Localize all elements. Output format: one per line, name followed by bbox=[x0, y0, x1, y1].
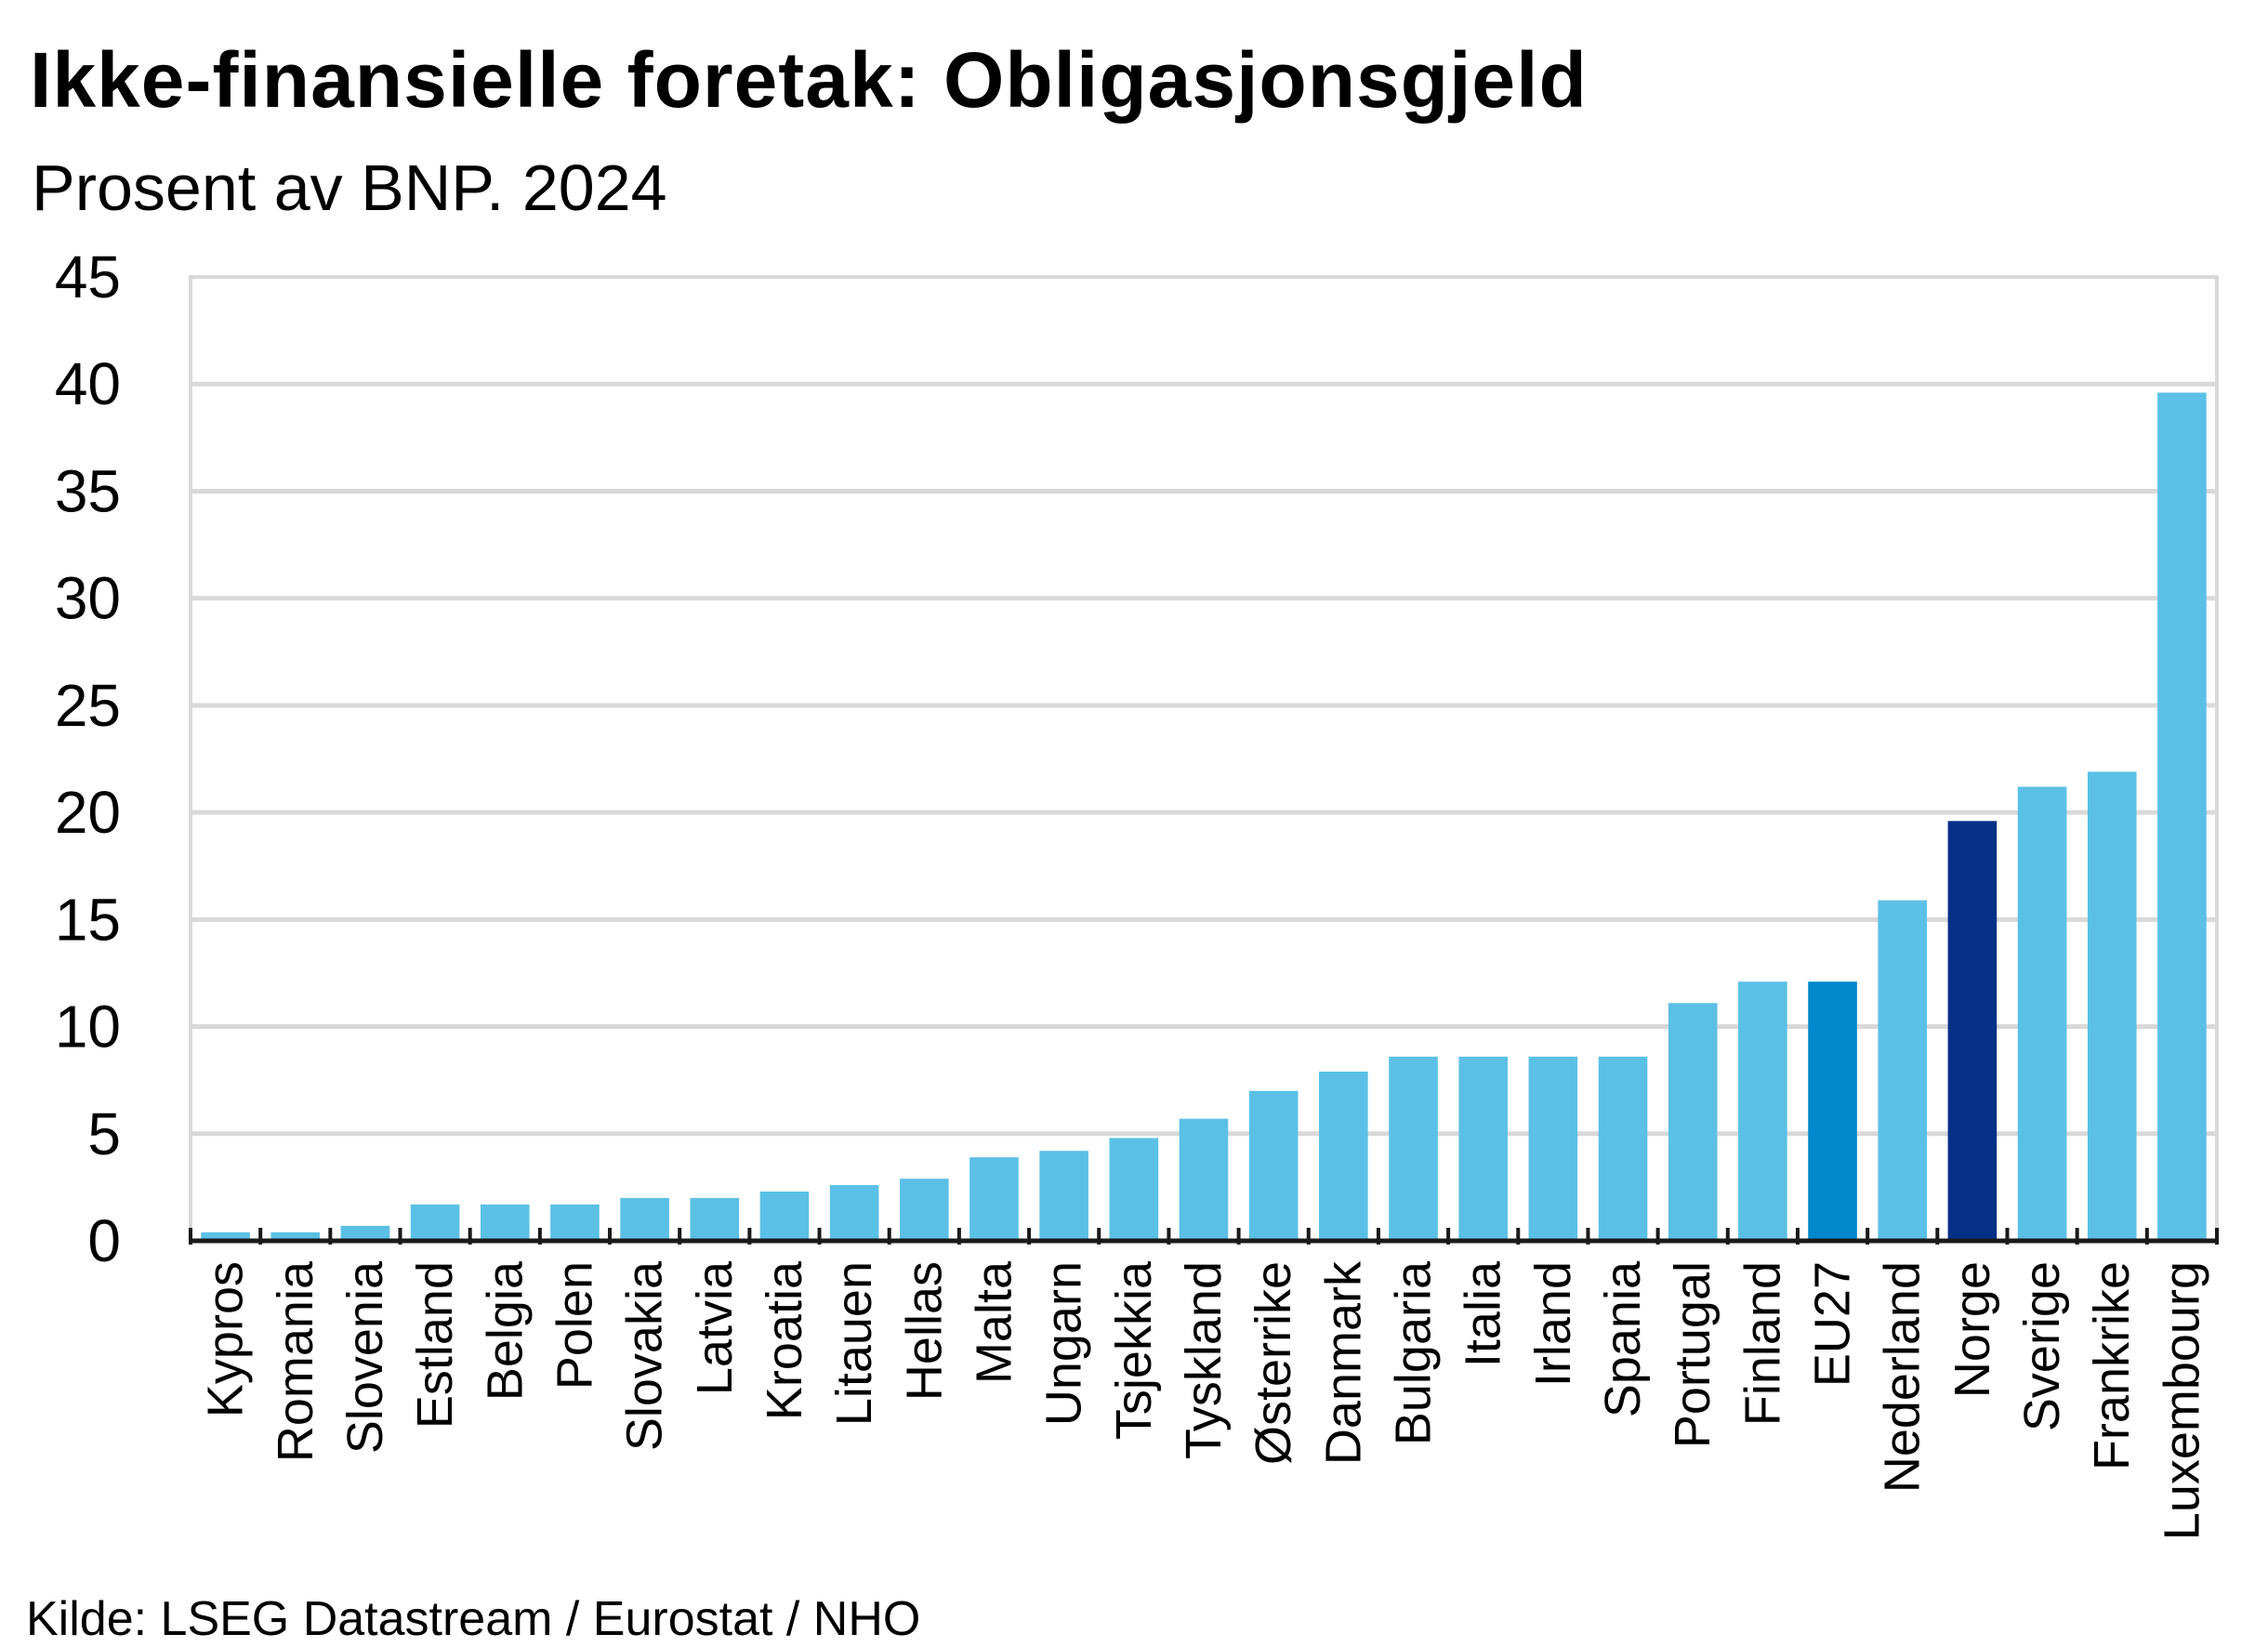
y-axis-ticks: 0 5 10 15 20 25 30 35 40 45 bbox=[55, 244, 121, 1274]
source-note: Kilde: LSEG Datastream / Eurostat / NHO bbox=[26, 1592, 921, 1646]
x-tick-label: Kroatia bbox=[757, 1260, 812, 1420]
x-tick-label: Finland bbox=[1734, 1261, 1790, 1426]
x-tick-label: Estland bbox=[407, 1261, 463, 1429]
bar bbox=[410, 1204, 460, 1241]
x-tick-label: Ungarn bbox=[1036, 1261, 1092, 1426]
bar bbox=[1179, 1118, 1229, 1241]
bar bbox=[340, 1225, 390, 1241]
x-tick-label: Sverige bbox=[2014, 1261, 2070, 1431]
bar bbox=[900, 1179, 949, 1241]
bar bbox=[1808, 982, 1857, 1241]
x-tick-label: Irland bbox=[1525, 1261, 1581, 1387]
x-tick-label: Kypros bbox=[198, 1261, 254, 1417]
y-tick-label: 10 bbox=[55, 994, 121, 1061]
bar bbox=[480, 1204, 530, 1241]
x-tick-label: Tsjekkia bbox=[1106, 1260, 1162, 1440]
y-tick-label: 25 bbox=[55, 672, 121, 739]
y-tick-label: 35 bbox=[55, 457, 121, 524]
x-tick-label: Belgia bbox=[477, 1260, 533, 1401]
x-tick-label: EU27 bbox=[1805, 1261, 1861, 1387]
x-tick-label: Slovakia bbox=[617, 1260, 673, 1451]
bar bbox=[690, 1197, 740, 1241]
bar bbox=[550, 1204, 600, 1241]
bar bbox=[1668, 1003, 1718, 1241]
bar bbox=[201, 1232, 250, 1241]
x-tick-label: Nederland bbox=[1875, 1261, 1931, 1493]
x-tick-label: Slovenia bbox=[337, 1260, 393, 1454]
x-tick-label: Bulgaria bbox=[1386, 1260, 1442, 1445]
x-axis-ticks: Kypros Romania Slovenia Estland Belgia Polen S… bbox=[198, 1260, 2210, 1540]
x-tick-label: Malta bbox=[966, 1260, 1022, 1384]
y-tick-label: 5 bbox=[87, 1100, 121, 1167]
x-tick-label: Tyskland bbox=[1176, 1261, 1232, 1459]
bar bbox=[1528, 1056, 1578, 1241]
bar bbox=[1039, 1151, 1088, 1241]
bar bbox=[2087, 771, 2137, 1241]
y-tick-label: 20 bbox=[55, 779, 121, 846]
y-tick-label: 0 bbox=[87, 1207, 121, 1274]
x-tick-label: Litauen bbox=[826, 1261, 882, 1426]
bar bbox=[1947, 821, 1998, 1241]
bar bbox=[1319, 1071, 1368, 1241]
bar bbox=[1109, 1138, 1159, 1241]
bar bbox=[1598, 1056, 1648, 1241]
y-tick-label: 30 bbox=[55, 565, 121, 632]
x-tick-label: Portugal bbox=[1665, 1261, 1721, 1448]
bar-series bbox=[201, 392, 2207, 1241]
x-tick-label: Luxembourg bbox=[2154, 1261, 2209, 1540]
x-tick-label: Danmark bbox=[1315, 1260, 1371, 1465]
bar bbox=[270, 1232, 321, 1241]
bar bbox=[2157, 392, 2207, 1241]
bar bbox=[620, 1197, 669, 1241]
x-tick-label: Spania bbox=[1595, 1260, 1651, 1417]
x-tick-label: Norge bbox=[1945, 1261, 2000, 1398]
x-tick-label: Østerrike bbox=[1246, 1261, 1301, 1465]
x-tick-label: Latvia bbox=[687, 1260, 743, 1395]
y-tick-label: 15 bbox=[55, 886, 121, 953]
x-tick-label: Polen bbox=[547, 1261, 602, 1390]
bar bbox=[2017, 786, 2067, 1241]
chart-subtitle: Prosent av BNP. 2024 bbox=[32, 152, 667, 224]
y-tick-label: 45 bbox=[55, 244, 121, 310]
bar bbox=[1248, 1090, 1299, 1241]
chart-title: Ikke-finansielle foretak: Obligasjonsgje… bbox=[30, 36, 1588, 124]
bar bbox=[1738, 982, 1787, 1241]
x-tick-label: Hellas bbox=[896, 1261, 952, 1401]
x-tick-label: Frankrike bbox=[2084, 1261, 2140, 1470]
bar bbox=[829, 1185, 879, 1241]
bar bbox=[1458, 1056, 1508, 1241]
bar bbox=[1878, 900, 1928, 1241]
bar bbox=[969, 1157, 1019, 1241]
x-tick-label: Italia bbox=[1456, 1260, 1511, 1367]
bar bbox=[759, 1191, 810, 1241]
bar bbox=[1389, 1056, 1438, 1241]
x-tick-label: Romania bbox=[268, 1260, 323, 1462]
grid-lines bbox=[191, 381, 2217, 1137]
x-axis bbox=[189, 1228, 2219, 1245]
y-tick-label: 40 bbox=[55, 350, 121, 417]
